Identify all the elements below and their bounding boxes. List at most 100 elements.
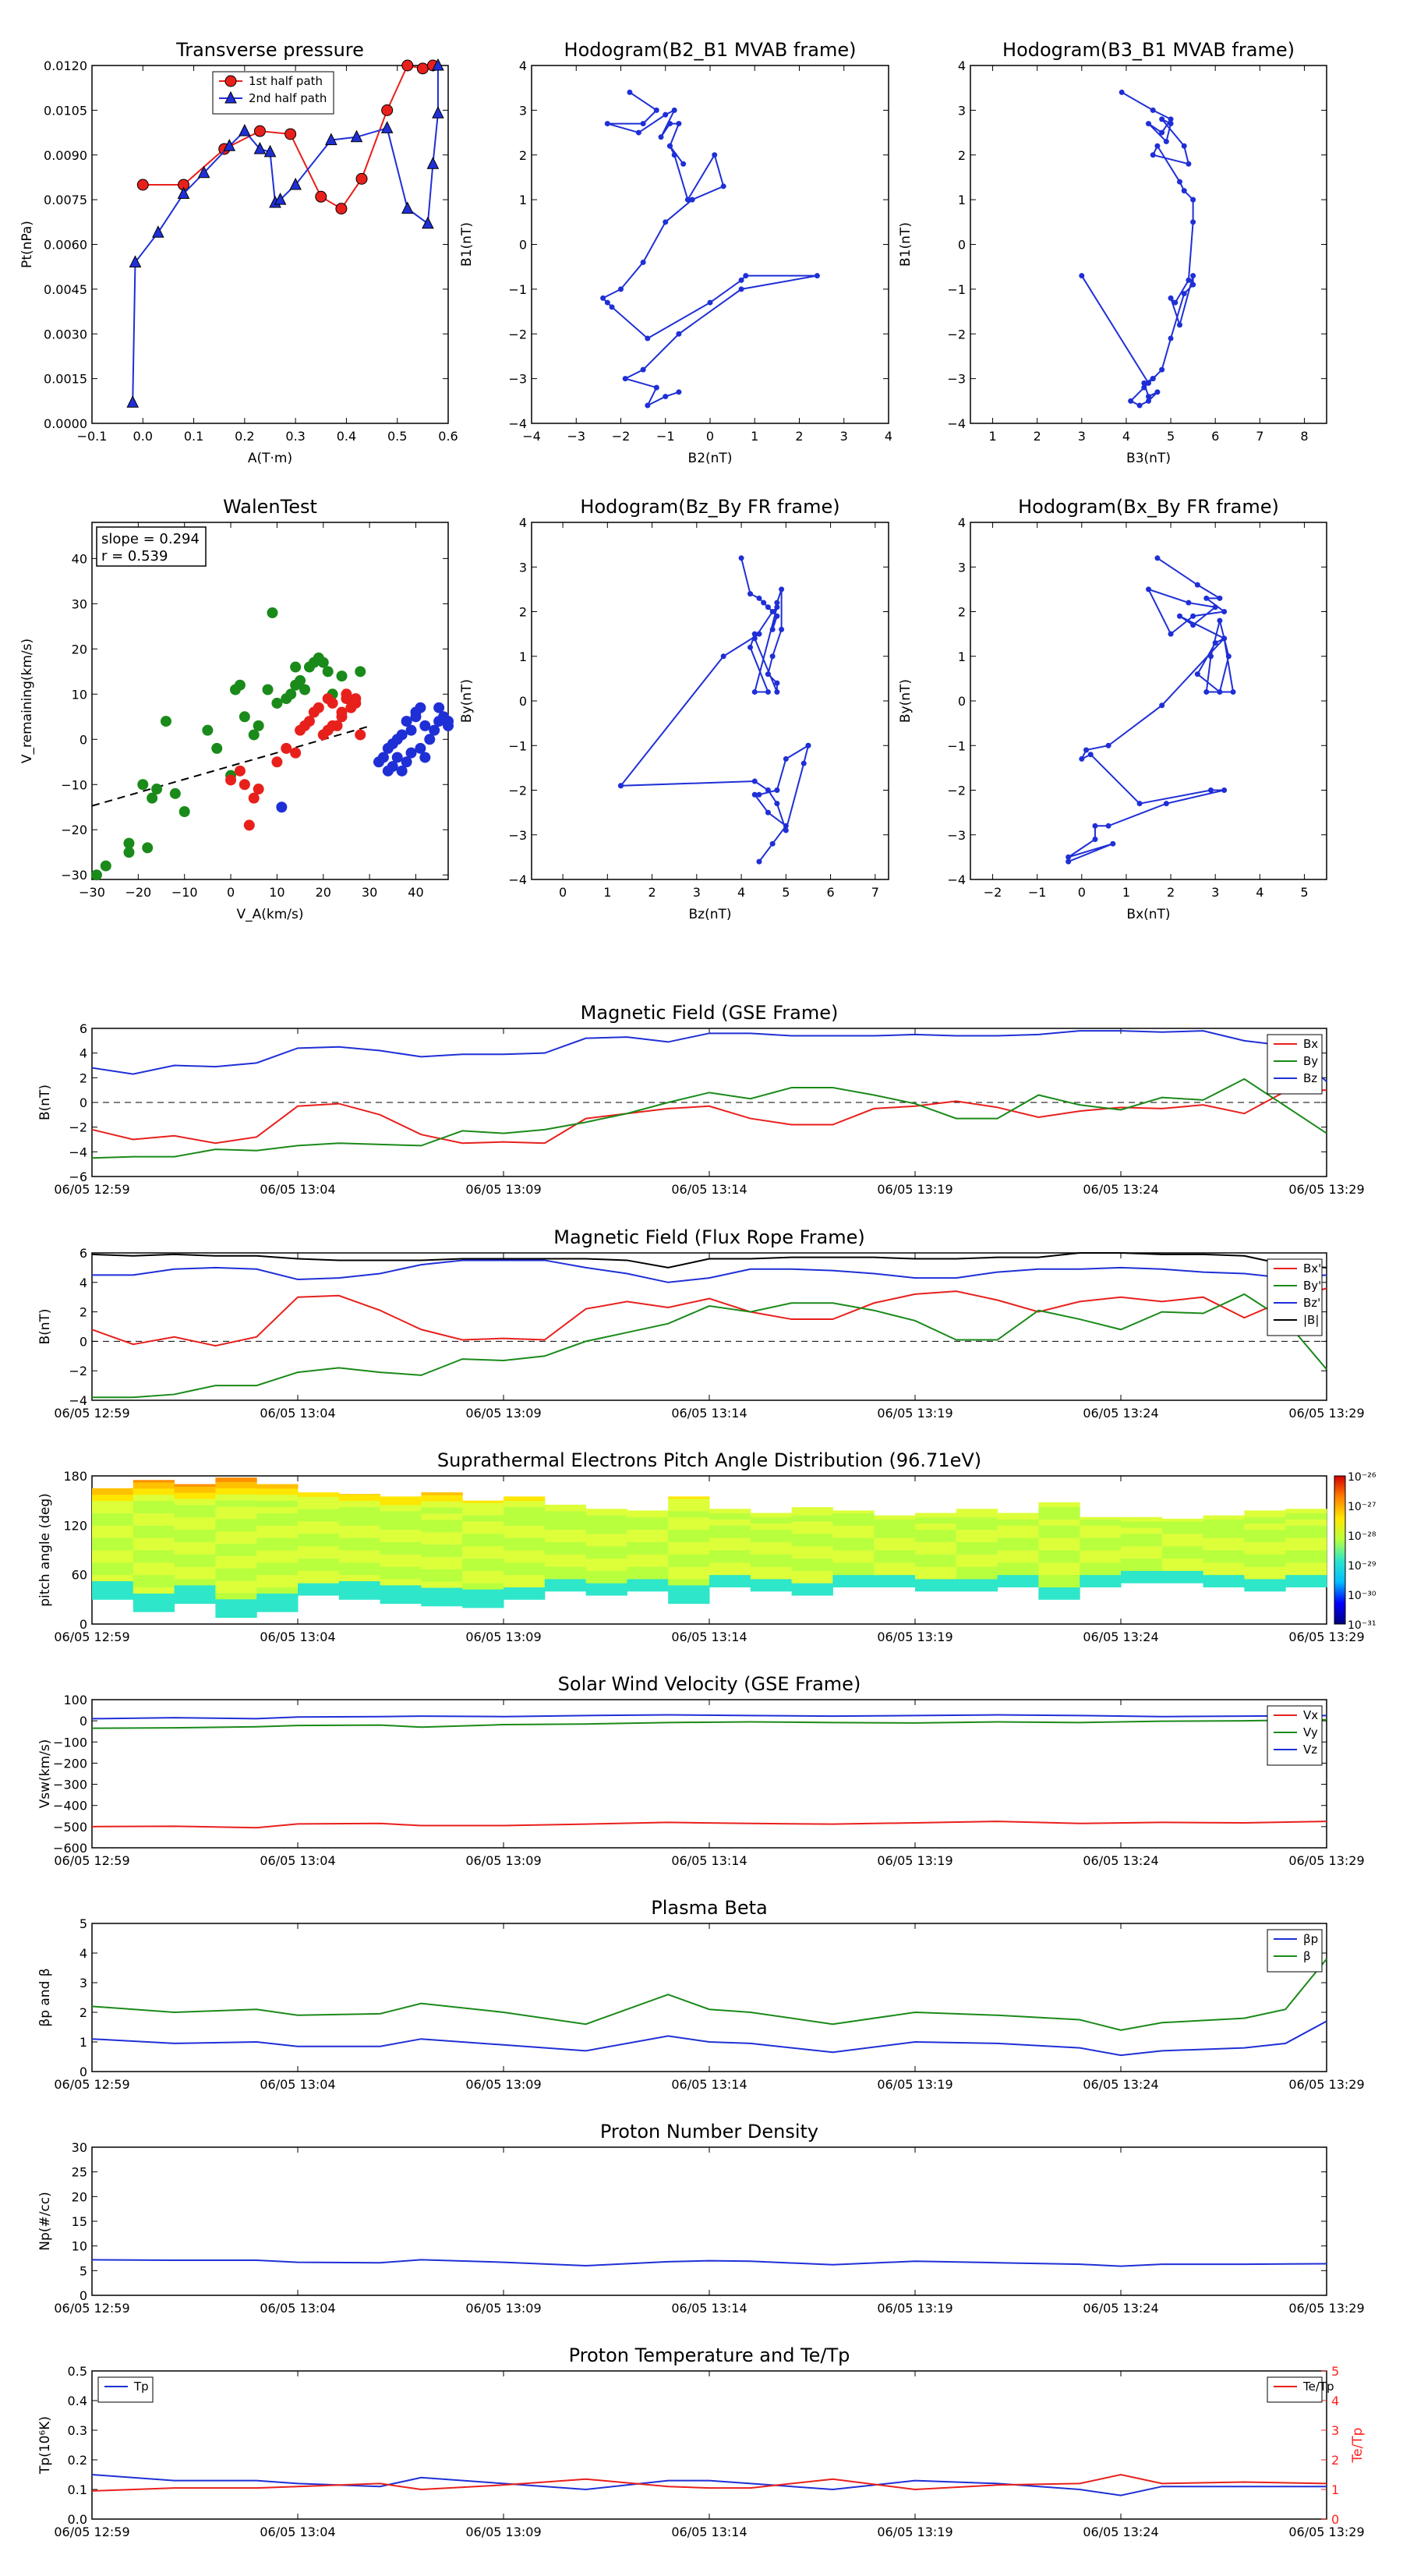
x-tick-label: −1 (1028, 885, 1047, 900)
heatmap-cell (997, 1568, 1039, 1576)
x-tick-label: 06/05 13:04 (260, 2301, 335, 2316)
heatmap-cell (462, 1502, 504, 1509)
scatter-point (419, 720, 431, 731)
data-point (432, 58, 444, 71)
scatter-point (303, 716, 315, 727)
heatmap-cell (1161, 1564, 1204, 1571)
chart-title: Solar Wind Velocity (GSE Frame) (558, 1673, 861, 1695)
y-tick-label: −400 (53, 1799, 87, 1813)
data-point (1190, 273, 1196, 279)
heatmap-cell (874, 1519, 916, 1526)
heatmap-cell (915, 1578, 957, 1586)
x-tick-label: 06/05 13:24 (1083, 2525, 1158, 2539)
heatmap-cell (668, 1499, 710, 1506)
scatter-point (239, 711, 250, 723)
data-point (315, 190, 327, 203)
heatmap-cell (1080, 1568, 1122, 1576)
data-point (1203, 689, 1210, 695)
scatter-point (239, 779, 250, 791)
heatmap-cell (709, 1531, 751, 1538)
heatmap-cell (92, 1562, 134, 1569)
heatmap-cell (421, 1501, 463, 1508)
data-point (751, 631, 758, 637)
data-point (1105, 823, 1111, 829)
y-tick-label: −4 (69, 1393, 87, 1408)
y-tick-label: 0 (958, 238, 966, 253)
chart-hodo_bxby: Hodogram(Bx_By FR frame) −2 −1 0 1 2 3 4 5 −4 −3 −2… (898, 496, 1327, 922)
y-tick-label: 10 (72, 687, 87, 702)
heatmap-cell (956, 1541, 998, 1548)
x-tick-label: 0 (706, 429, 714, 444)
legend-label: 1st half path (249, 74, 323, 88)
heatmap-cell (504, 1506, 546, 1513)
heatmap-cell (298, 1496, 340, 1503)
heatmap-cell (750, 1578, 793, 1586)
scatter-point (234, 679, 246, 691)
heatmap-cell (997, 1580, 1039, 1587)
series-line (132, 65, 439, 403)
heatmap-cell (133, 1506, 175, 1513)
chart-title: Proton Number Density (600, 2121, 818, 2143)
data-point (756, 791, 762, 798)
data-point (380, 121, 394, 133)
heatmap-cell (421, 1569, 463, 1576)
heatmap-cell (709, 1574, 751, 1582)
x-tick-label: 30 (362, 885, 377, 900)
heatmap-cell (133, 1519, 175, 1526)
scatter-point (401, 716, 412, 727)
heatmap-cell (215, 1574, 257, 1581)
chart-walen: WalenTest −30 −20 −10 0 10 20 30 40 −30 −20 −10 0 10 2… (19, 496, 454, 922)
scatter-point (313, 702, 324, 713)
data-point (1159, 366, 1165, 373)
heatmap-cell (1203, 1568, 1245, 1576)
y-tick-label: 1 (519, 193, 527, 207)
heatmap-cell (133, 1531, 175, 1538)
data-point (1190, 196, 1196, 203)
data-point (676, 389, 682, 395)
heatmap-cell (627, 1510, 669, 1518)
heatmap-cell (462, 1527, 504, 1534)
heatmap-cell (709, 1550, 751, 1557)
heatmap-cell (174, 1499, 216, 1506)
data-point (1186, 600, 1192, 606)
heatmap-cell (1285, 1525, 1327, 1532)
heatmap-cell (256, 1519, 299, 1526)
heatmap-cell (585, 1539, 627, 1547)
heatmap-cell (92, 1488, 134, 1495)
heatmap-cell (1080, 1525, 1122, 1532)
heatmap-cell (750, 1584, 793, 1592)
scatter-point (211, 742, 223, 754)
x-tick-label: −1 (656, 429, 675, 444)
y-tick-label: −2 (947, 327, 966, 341)
heatmap-cell (750, 1566, 793, 1573)
data-point (774, 801, 780, 807)
heatmap-cell (668, 1560, 710, 1567)
heatmap-cell (133, 1525, 175, 1532)
x-tick-label: 3 (1211, 885, 1219, 900)
data-point (640, 121, 646, 127)
heatmap-cell (585, 1576, 627, 1583)
data-point (640, 366, 646, 373)
heatmap-cell (956, 1584, 998, 1592)
heatmap-cell (92, 1555, 134, 1563)
heatmap-cell (627, 1523, 669, 1530)
data-point (1230, 689, 1236, 695)
data-point (426, 157, 440, 169)
y-tick-label: −300 (53, 1778, 87, 1792)
heatmap-cell (133, 1599, 175, 1606)
data-point (751, 635, 758, 642)
x-tick-label: 4 (1256, 885, 1263, 900)
scatter-point (419, 752, 431, 763)
heatmap-cell (421, 1556, 463, 1563)
data-point (1159, 116, 1165, 122)
x-tick-label: 06/05 13:29 (1288, 1406, 1364, 1421)
heatmap-cell (1080, 1537, 1122, 1545)
data-point (765, 689, 771, 695)
heatmap-cell (1080, 1531, 1122, 1538)
y-tick-label: 40 (72, 551, 87, 566)
y-tick-label: −4 (508, 416, 527, 431)
y-tick-label: −100 (53, 1735, 87, 1750)
y-tick-label: 2 (958, 148, 966, 163)
scatter-point (336, 671, 348, 682)
heatmap-cell (380, 1504, 422, 1512)
